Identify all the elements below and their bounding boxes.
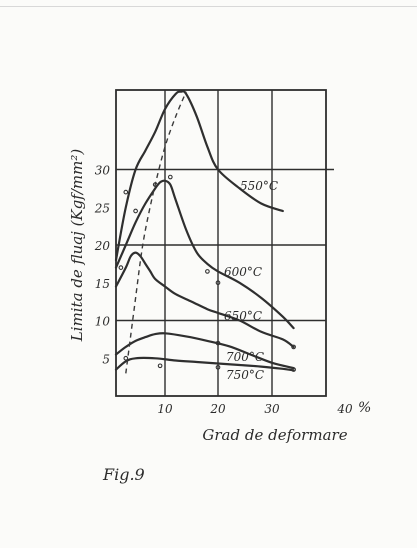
series-750c-point (215, 364, 221, 370)
series-700c-line (114, 332, 295, 370)
series-550c-point (167, 174, 173, 180)
series-label-600c: 600°C (224, 265, 262, 279)
x-tick-label-20: 20 (209, 402, 226, 416)
series-650c-point (118, 265, 124, 271)
series-750c-point (291, 367, 296, 372)
figure-caption: Fig.9 (102, 465, 145, 484)
series-550c-line (114, 90, 284, 262)
series-600c-line (114, 179, 295, 330)
series-750c-point (157, 363, 163, 369)
series-600c-point (205, 269, 210, 274)
series-guide-dashed-line (125, 91, 187, 374)
series-550c-point (133, 208, 138, 214)
y-tick-label-25: 25 (94, 201, 110, 215)
grid (116, 90, 334, 396)
y-axis-label: Limita de fluaj (Kgf/mm²) (68, 149, 86, 343)
series-650c-line (114, 251, 295, 348)
x-tick-label-10: 10 (157, 402, 173, 416)
series-label-650c: 650°C (224, 309, 262, 323)
series-750c-point (123, 355, 129, 361)
series-700c-point (215, 340, 221, 346)
y-tick-label-10: 10 (95, 315, 111, 329)
x-axis-unit: % (358, 400, 371, 416)
series-label-550c: 550°C (240, 179, 278, 193)
y-tick-label-20: 20 (94, 239, 111, 253)
y-tick-label-30: 30 (95, 164, 111, 178)
plot-frame (115, 89, 327, 397)
x-tick-label-30: 30 (264, 402, 280, 416)
series-650c-point (291, 344, 296, 350)
y-tick-label-5: 5 (102, 352, 110, 366)
x-tick-label-40: 40 (336, 402, 353, 416)
y-tick-label-15: 15 (95, 277, 110, 291)
page-edge-rule (0, 6, 417, 7)
series-label-700c: 700°C (226, 350, 264, 364)
x-axis-label: Grad de deformare (202, 426, 347, 444)
series-550c-point (123, 189, 129, 195)
series-label-750c: 750°C (226, 368, 264, 382)
series-750c-line (114, 356, 295, 372)
label-layer: 5 10 15 20 25 30 10 20 30 40 550°C 600°C 650°C 700°C 7… (94, 164, 353, 417)
series-layer (114, 90, 296, 374)
series-650c-point (215, 280, 221, 286)
